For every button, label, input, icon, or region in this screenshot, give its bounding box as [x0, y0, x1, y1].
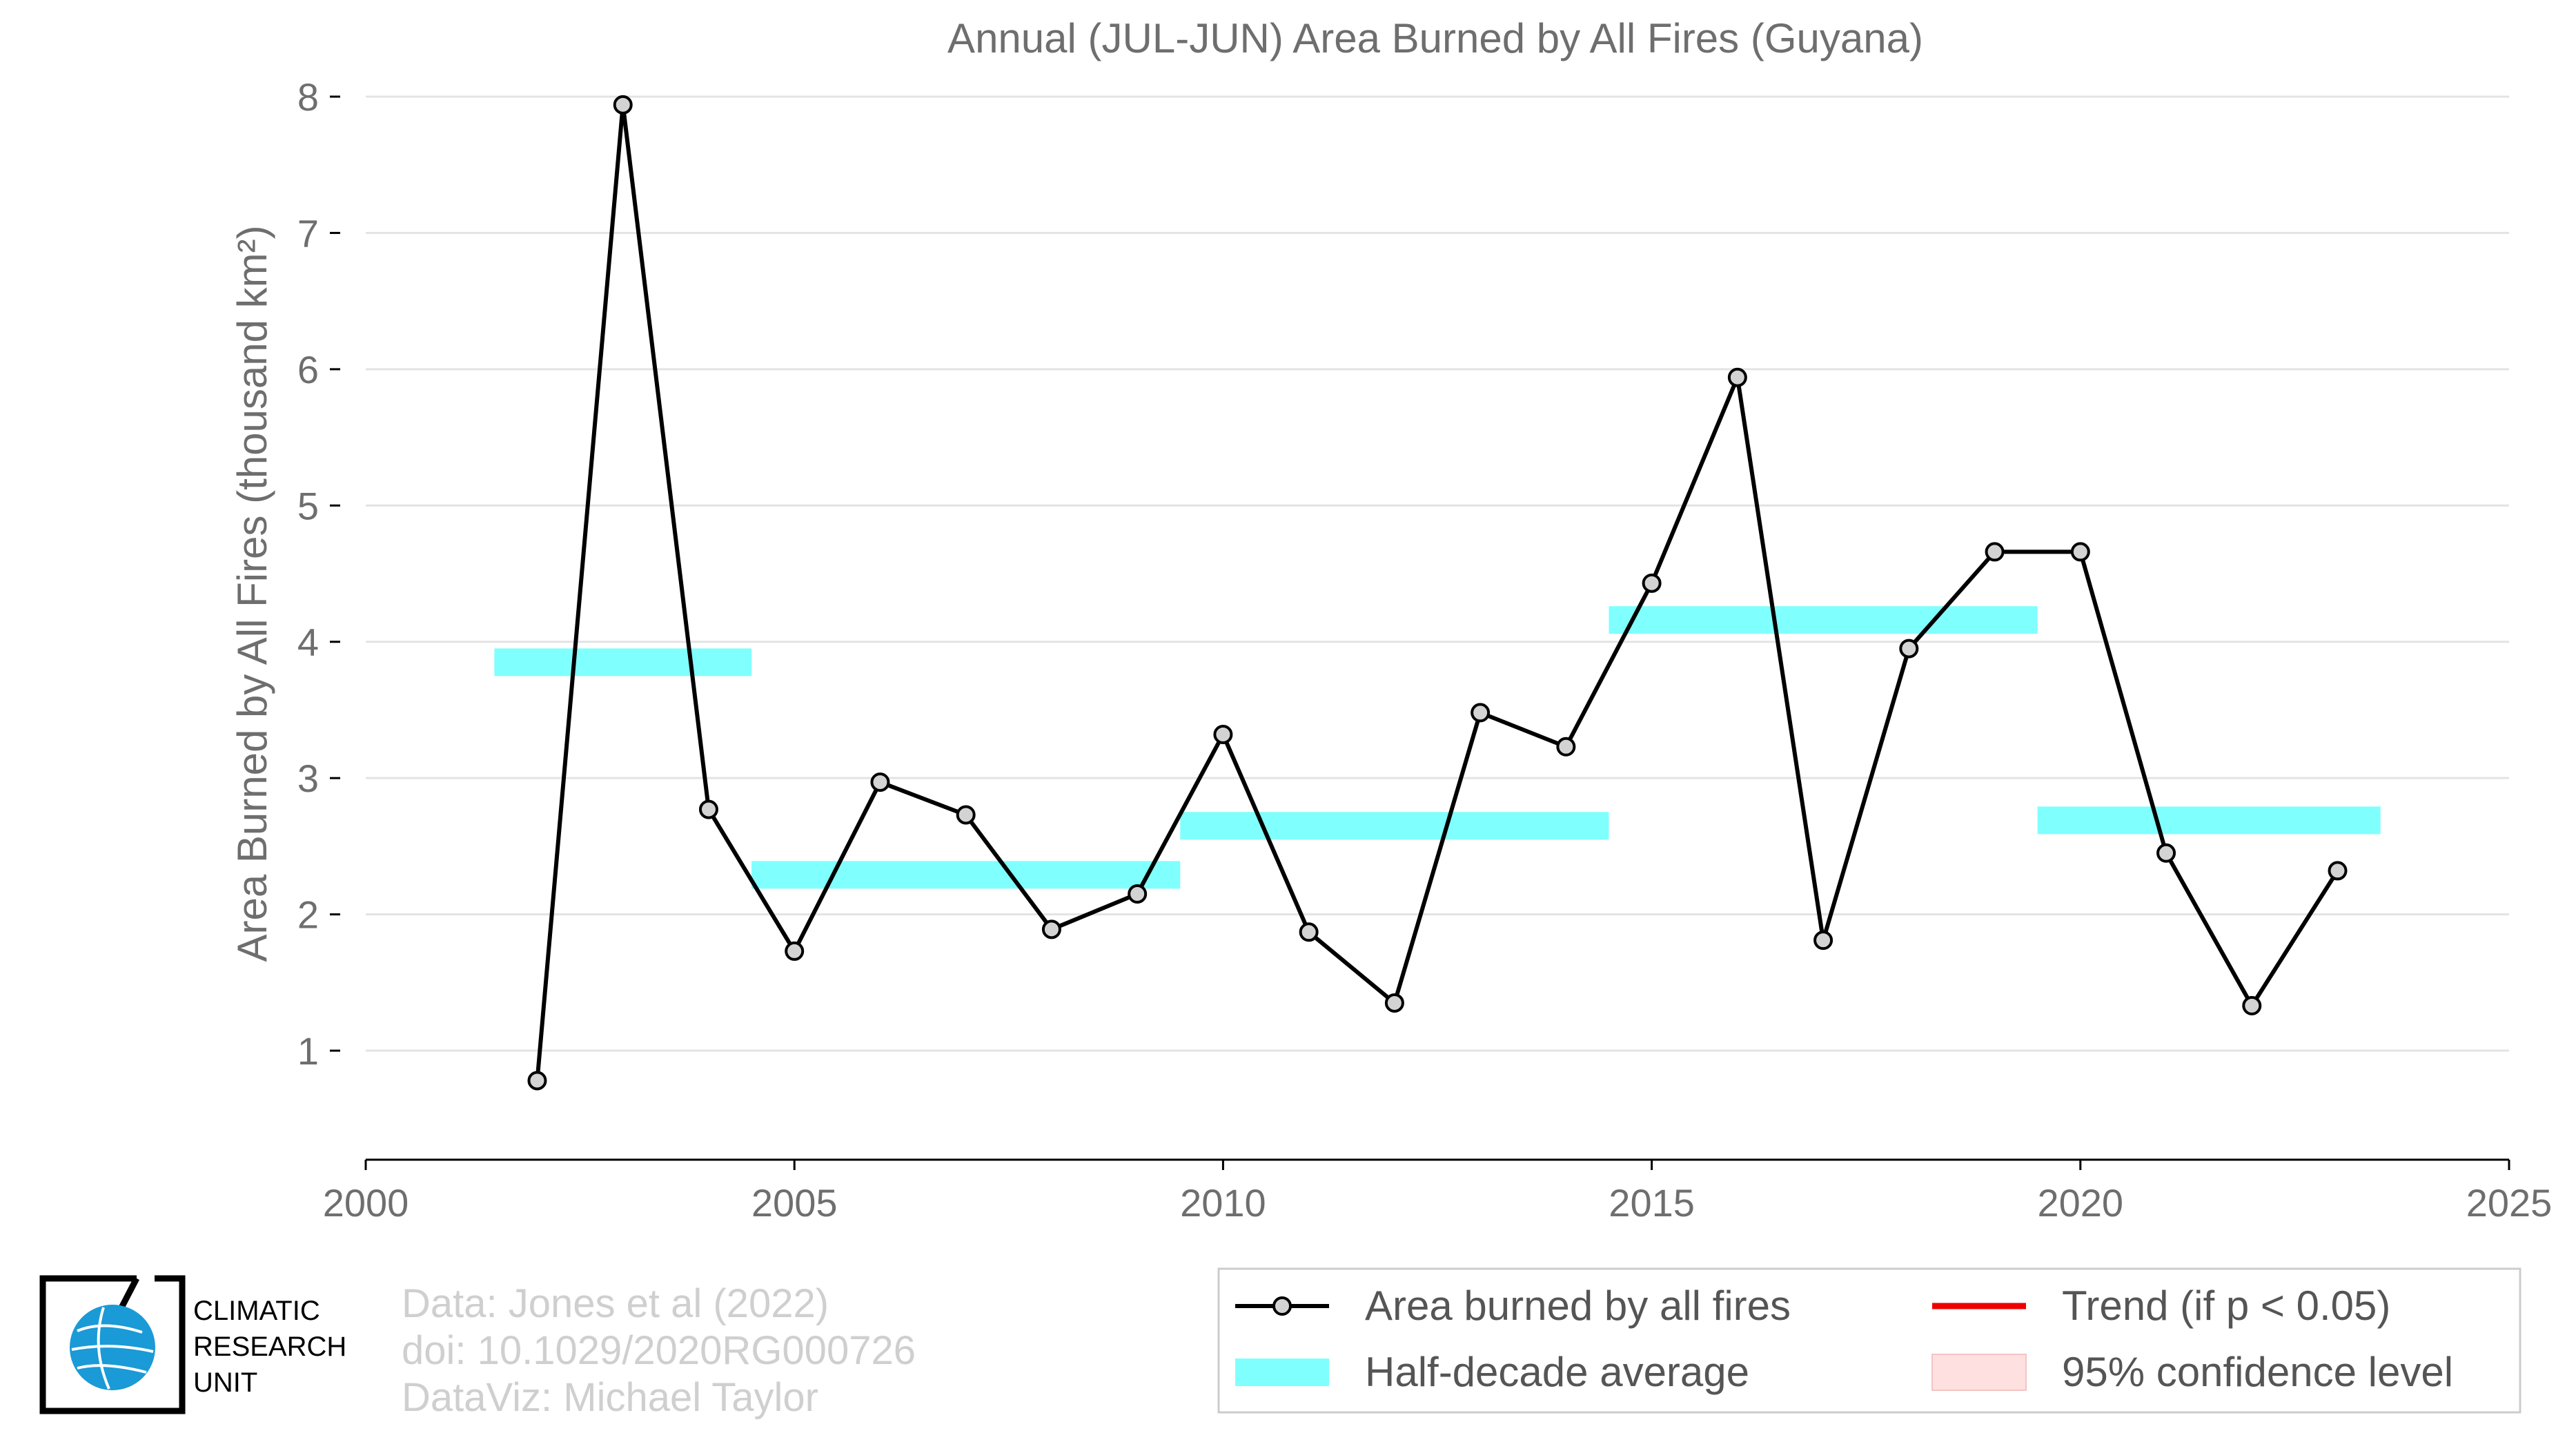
data-point-2012 [1384, 993, 1404, 1013]
x-tick-label-2005: 2005 [751, 1181, 838, 1225]
data-point-2016 [1727, 367, 1747, 387]
chart-title: Annual (JUL-JUN) Area Burned by All Fire… [947, 15, 1923, 61]
logo-bracket-right [87, 1275, 186, 1414]
globe-icon [70, 1305, 155, 1390]
data-point-2011 [1299, 922, 1319, 942]
x-tick-label-2015: 2015 [1609, 1181, 1695, 1225]
cru-logo: CLIMATIC RESEARCH UNIT [39, 1275, 346, 1414]
y-tick-label-3: 3 [297, 757, 319, 800]
axes: 1 2 3 4 5 6 7 8 2000 2005 2010 2015 2020 2025 [297, 75, 2552, 1225]
legend-entry-confidence: 95% confidence level [1931, 1349, 2453, 1395]
data-point-2010 [1213, 725, 1233, 744]
y-tick-label-8: 8 [297, 75, 319, 119]
legend-entry-series: Area burned by all fires [1235, 1283, 1791, 1329]
data-point-2018 [1899, 639, 1919, 659]
legend-band-swatch [1235, 1359, 1329, 1386]
y-tick-label-2: 2 [297, 893, 319, 937]
data-point-2020 [2070, 542, 2090, 562]
half-decade-band-2 [1180, 812, 1609, 840]
y-tick-label-4: 4 [297, 621, 319, 664]
data-point-2019 [1985, 542, 2005, 562]
legend-box [1217, 1267, 2521, 1414]
data-point-2023 [2328, 861, 2348, 881]
y-axis-label: Area Burned by All Fires (thousand km²) [229, 225, 275, 962]
half-decade-bands [494, 606, 2381, 889]
y-tick-label-7: 7 [297, 211, 319, 255]
legend-confidence-swatch [1931, 1354, 2027, 1391]
x-tick-label-2020: 2020 [2038, 1181, 2124, 1225]
data-series [527, 95, 2348, 1091]
data-point-2021 [2156, 843, 2176, 863]
half-decade-band-4 [2037, 806, 2381, 835]
data-point-2006 [870, 772, 890, 792]
legend-label-half-decade: Half-decade average [1365, 1349, 1749, 1395]
y-tick-label-5: 5 [297, 484, 319, 527]
x-tick-label-2000: 2000 [323, 1181, 409, 1225]
data-point-2013 [1471, 703, 1491, 723]
legend-entry-half-decade: Half-decade average [1235, 1349, 1749, 1395]
legend-label-trend: Trend (if p < 0.05) [2062, 1283, 2390, 1329]
data-point-2004 [698, 799, 718, 819]
y-tick-label-6: 6 [297, 348, 319, 391]
legend: Area burned by all fires Trend (if p < 0… [1217, 1267, 2521, 1414]
gridlines [366, 95, 2509, 1052]
legend-label-series: Area burned by all fires [1365, 1283, 1791, 1329]
credit-data: Data: Jones et al (2022) [402, 1281, 829, 1326]
data-point-2015 [1642, 573, 1662, 593]
x-tick-label-2010: 2010 [1180, 1181, 1266, 1225]
data-point-2002 [527, 1071, 547, 1091]
credits: Data: Jones et al (2022) doi: 10.1029/20… [402, 1281, 916, 1420]
logo-line-3: UNIT [193, 1367, 257, 1398]
series-line-0 [535, 102, 2340, 1081]
x-tick-label-2025: 2025 [2466, 1181, 2553, 1225]
half-decade-band-1 [751, 861, 1181, 889]
data-point-2007 [956, 805, 976, 825]
legend-series-marker [1272, 1296, 1292, 1316]
logo-line-2: RESEARCH [193, 1332, 346, 1362]
data-point-2003 [613, 95, 633, 115]
logo-line-1: CLIMATIC [193, 1296, 320, 1326]
data-point-2005 [785, 941, 805, 961]
data-point-2008 [1041, 919, 1061, 939]
credit-doi: doi: 10.1029/2020RG000726 [402, 1328, 916, 1373]
logo-bracket-left [39, 1275, 137, 1414]
y-tick-label-1: 1 [297, 1029, 319, 1073]
data-point-2014 [1556, 737, 1576, 757]
legend-label-confidence: 95% confidence level [2062, 1349, 2453, 1395]
data-point-2017 [1813, 931, 1833, 951]
legend-entry-trend: Trend (if p < 0.05) [1932, 1283, 2390, 1329]
data-point-2009 [1128, 884, 1148, 904]
credit-dataviz: DataViz: Michael Taylor [402, 1375, 818, 1420]
data-point-2022 [2242, 995, 2262, 1015]
half-decade-band-3 [1609, 606, 2038, 634]
half-decade-band-0 [494, 648, 752, 676]
